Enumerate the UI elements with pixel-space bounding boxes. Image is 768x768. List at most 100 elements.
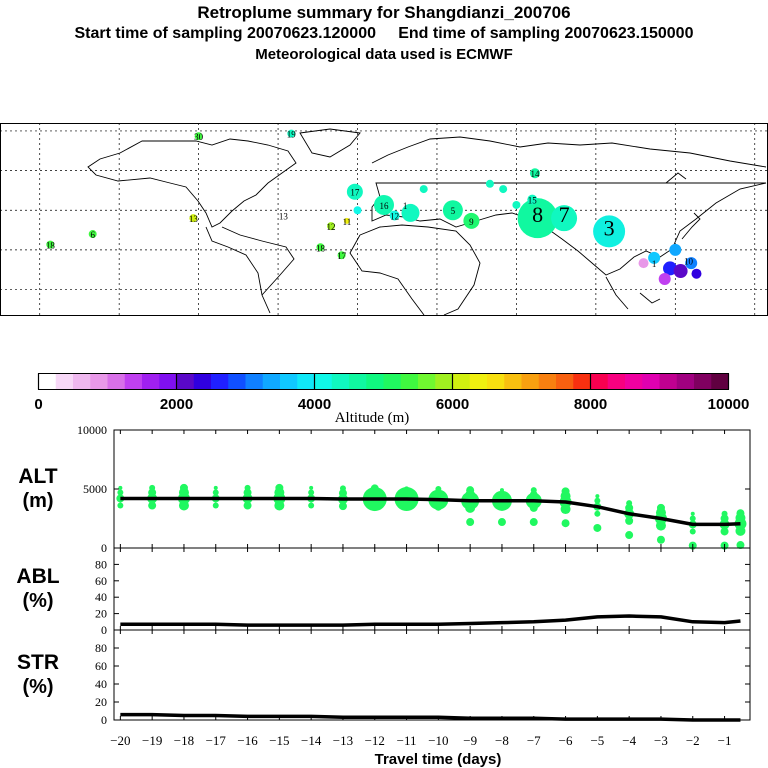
alt-plume-dot bbox=[736, 541, 745, 550]
colorbar-cell bbox=[642, 373, 660, 390]
alt-plume-dot bbox=[499, 488, 504, 493]
map-day-label: 17 bbox=[337, 251, 347, 261]
colorbar-cell bbox=[193, 373, 212, 390]
x-tick-label: −13 bbox=[333, 733, 353, 748]
map-plume-dot bbox=[419, 185, 428, 194]
colorbar-cell bbox=[452, 373, 471, 390]
alt-plume-dot bbox=[561, 519, 570, 528]
colorbar-cell bbox=[504, 373, 522, 390]
alt-plume-dot bbox=[498, 504, 505, 511]
alt-plume-dot bbox=[369, 501, 380, 512]
alt-plume-dot bbox=[498, 491, 505, 498]
map-day-label: 1 bbox=[652, 259, 657, 269]
alt-plume-dot bbox=[309, 485, 314, 490]
colorbar-cell bbox=[521, 373, 540, 390]
x-tick-label: −20 bbox=[110, 733, 130, 748]
map-day-label: 7 bbox=[559, 202, 570, 227]
map-plume-dot bbox=[374, 194, 394, 215]
colorbar-cell bbox=[418, 373, 436, 390]
y-tick-label: 40 bbox=[95, 677, 107, 691]
colorbar-cell bbox=[694, 373, 712, 390]
x-tick-label: −5 bbox=[590, 733, 604, 748]
map-day-label: 6 bbox=[90, 230, 95, 240]
y-tick-label: 20 bbox=[95, 607, 107, 621]
map-plume-dot bbox=[527, 194, 538, 205]
map-plume-dot bbox=[189, 214, 198, 223]
alt-plume-dot bbox=[179, 483, 188, 492]
alt-plume-dot bbox=[434, 489, 443, 498]
alt-plume-dot bbox=[655, 520, 666, 531]
alt-plume-dot bbox=[244, 484, 251, 491]
alt-plume-dot bbox=[595, 494, 600, 499]
colorbar-cell bbox=[142, 373, 160, 390]
colorbar-cell bbox=[400, 373, 419, 390]
colorbar-cell bbox=[228, 373, 246, 390]
alt-plume-dot bbox=[720, 514, 729, 523]
map-plume-dot bbox=[663, 261, 678, 276]
map-plume-dot bbox=[401, 203, 420, 222]
series-line-alt bbox=[120, 496, 741, 527]
alt-plume-dot bbox=[148, 488, 157, 497]
y-tick-label: 0 bbox=[101, 623, 107, 637]
colorbar-tick-label: 8000 bbox=[574, 396, 607, 413]
panel-frame-str bbox=[113, 629, 751, 721]
x-tick-label: −17 bbox=[206, 733, 227, 748]
x-tick-label: −1 bbox=[718, 733, 732, 748]
map-plume-dot bbox=[593, 215, 626, 248]
y-tick-label: 60 bbox=[95, 659, 107, 673]
alt-plume-dot bbox=[308, 502, 315, 509]
map-plume-dot bbox=[485, 179, 494, 188]
colorbar-cell bbox=[676, 373, 695, 390]
map-day-label: 17 bbox=[350, 188, 360, 198]
map-plume-dot bbox=[551, 205, 578, 232]
alt-plume-dot bbox=[434, 502, 443, 511]
colorbar-cell bbox=[159, 373, 177, 390]
map-plume-dot bbox=[327, 222, 336, 231]
panel-label-alt: ALT bbox=[18, 465, 57, 488]
colorbar-tick-label: 2000 bbox=[160, 396, 193, 413]
colorbar-cell bbox=[469, 373, 488, 390]
alt-plume-dot bbox=[626, 500, 633, 507]
alt-plume-dot bbox=[466, 486, 475, 495]
map-plume-dot bbox=[638, 258, 649, 269]
alt-plume-dot bbox=[593, 523, 602, 532]
time-series-panels: 0500010000ALT(m)020406080ABL(%)020406080… bbox=[16, 423, 751, 768]
map-plume-dot bbox=[463, 212, 480, 229]
map-plume-dot bbox=[46, 240, 55, 249]
x-tick-label: −8 bbox=[495, 733, 509, 748]
map-day-label: 16 bbox=[380, 201, 390, 211]
alt-plume-dot bbox=[594, 497, 601, 504]
alt-plume-dot bbox=[243, 501, 252, 510]
x-tick-label: −9 bbox=[463, 733, 477, 748]
colorbar-cell bbox=[349, 373, 367, 390]
map-day-label: 11 bbox=[343, 217, 352, 227]
panel-label-abl: ABL bbox=[16, 565, 59, 588]
map-plume-dot bbox=[517, 198, 558, 239]
y-tick-label: 20 bbox=[95, 695, 107, 709]
colorbar-cell bbox=[331, 373, 350, 390]
map-day-label: 1 bbox=[403, 201, 408, 211]
alt-plume-dot bbox=[594, 510, 601, 517]
map-day-label: 18 bbox=[46, 241, 56, 251]
series-line-abl bbox=[120, 614, 741, 627]
alt-plume-dot bbox=[656, 535, 665, 544]
colorbar-cell bbox=[366, 373, 384, 390]
colorbar-cell bbox=[55, 373, 74, 390]
colorbar-cell bbox=[245, 373, 264, 390]
panel-unit-abl: (%) bbox=[22, 590, 53, 612]
alt-plume-dot bbox=[560, 504, 571, 515]
y-tick-label: 60 bbox=[95, 574, 107, 588]
colorbar-tick-label: 0 bbox=[34, 396, 42, 413]
alt-plume-dot bbox=[338, 489, 347, 498]
y-tick-label: 5000 bbox=[83, 482, 107, 496]
x-tick-label: −10 bbox=[428, 733, 448, 748]
y-tick-label: 0 bbox=[101, 541, 107, 555]
colorbar-tick-label: 4000 bbox=[298, 396, 331, 413]
alt-plume-dot bbox=[149, 484, 156, 491]
colorbar-cell bbox=[625, 373, 643, 390]
y-tick-label: 80 bbox=[95, 641, 107, 655]
alt-plume-dot bbox=[117, 502, 124, 509]
colorbar-cell bbox=[297, 373, 315, 390]
x-tick-label: −6 bbox=[559, 733, 573, 748]
